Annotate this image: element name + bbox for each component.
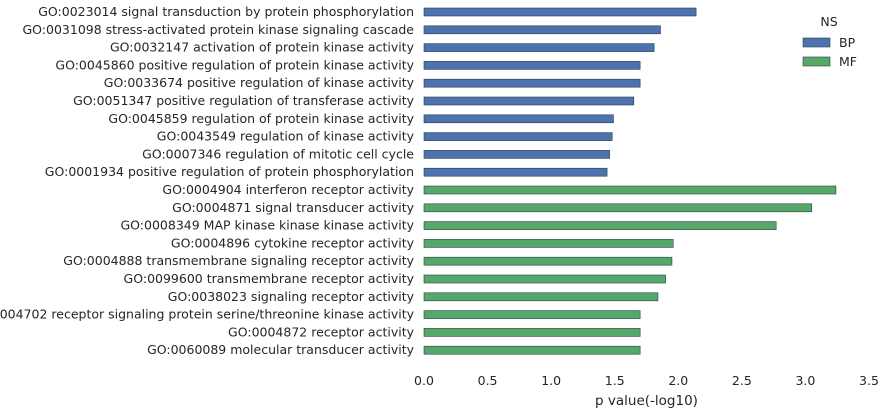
category-label: GO:0004896 cytokine receptor activity	[171, 235, 415, 250]
category-label: GO:0004871 signal transducer activity	[172, 200, 414, 215]
category-label: GO:0007346 regulation of mitotic cell cy…	[142, 146, 414, 161]
bar-bp-7	[423, 132, 613, 141]
x-tick-label: 1.5	[605, 373, 625, 388]
category-label: GO:0051347 positive regulation of transf…	[73, 93, 415, 108]
bar-bp-5	[423, 96, 635, 106]
bar-bp-1	[423, 25, 661, 35]
x-axis-ticks: 0.0 0.5 1.0 1.5 2.0 2.5 3.0 3.5	[414, 373, 879, 388]
category-label: GO:0043549 regulation of kinase activity	[157, 129, 415, 144]
bar-mf-8	[423, 328, 641, 337]
category-label: GO:0060089 molecular transducer activity	[147, 342, 415, 357]
bar-mf-9	[423, 345, 641, 355]
bars-layer	[423, 7, 837, 355]
bar-bp-9	[423, 167, 608, 177]
x-tick-label: 3.0	[795, 373, 815, 388]
x-tick-label: 0.5	[478, 373, 498, 388]
bar-mf-3	[423, 239, 674, 248]
bar-bp-0	[423, 7, 697, 17]
category-label: GO:0031098 stress-activated protein kina…	[23, 22, 415, 37]
x-tick-label: 2.0	[668, 373, 688, 388]
x-tick-label: 1.0	[541, 373, 561, 388]
category-label: GO:0038023 signaling receptor activity	[168, 289, 415, 304]
category-labels: GO:0023014 signal transduction by protei…	[0, 4, 415, 357]
bar-bp-4	[423, 78, 641, 88]
legend: NS BP MF	[802, 14, 857, 69]
bar-mf-0	[423, 185, 837, 195]
legend-title: NS	[820, 14, 837, 29]
category-label: GO:0004872 receptor activity	[228, 324, 415, 339]
x-axis-label: p value(-log10)	[595, 393, 698, 409]
category-label: GO:0001934 positive regulation of protei…	[45, 164, 414, 179]
category-label: GO:0045859 regulation of protein kinase …	[108, 111, 414, 126]
bar-mf-7	[423, 310, 641, 319]
x-tick-label: 3.5	[859, 373, 879, 388]
category-label: GO:0004904 interferon receptor activity	[162, 182, 414, 197]
bar-mf-6	[423, 292, 659, 302]
category-label: GO:0045860 positive regulation of protei…	[55, 57, 414, 72]
bar-bp-8	[423, 150, 610, 159]
category-label: GO:0032147 activation of protein kinase …	[110, 40, 415, 55]
category-label: GO:0099600 transmembrane receptor activi…	[124, 271, 415, 286]
category-label: GO:0033674 positive regulation of kinase…	[104, 75, 415, 90]
bar-mf-4	[423, 256, 673, 266]
x-tick-label: 2.5	[732, 373, 752, 388]
category-label: GO:0008349 MAP kinase kinase kinase acti…	[121, 218, 415, 233]
category-label: GO:0004888 transmembrane signaling recep…	[63, 253, 414, 268]
category-label: GO:0004702 receptor signaling protein se…	[0, 307, 415, 322]
legend-swatch-mf	[802, 56, 831, 67]
legend-label-mf: MF	[839, 54, 857, 69]
legend-label-bp: BP	[839, 35, 856, 50]
bar-mf-1	[423, 203, 813, 213]
category-label: GO:0023014 signal transduction by protei…	[38, 4, 414, 19]
x-tick-label: 0.0	[414, 373, 434, 388]
bar-bp-2	[423, 43, 655, 52]
bar-mf-5	[423, 274, 666, 284]
bar-bp-6	[423, 114, 614, 124]
bar-mf-2	[423, 221, 777, 230]
legend-swatch-bp	[802, 37, 831, 48]
bar-bp-3	[423, 61, 641, 70]
